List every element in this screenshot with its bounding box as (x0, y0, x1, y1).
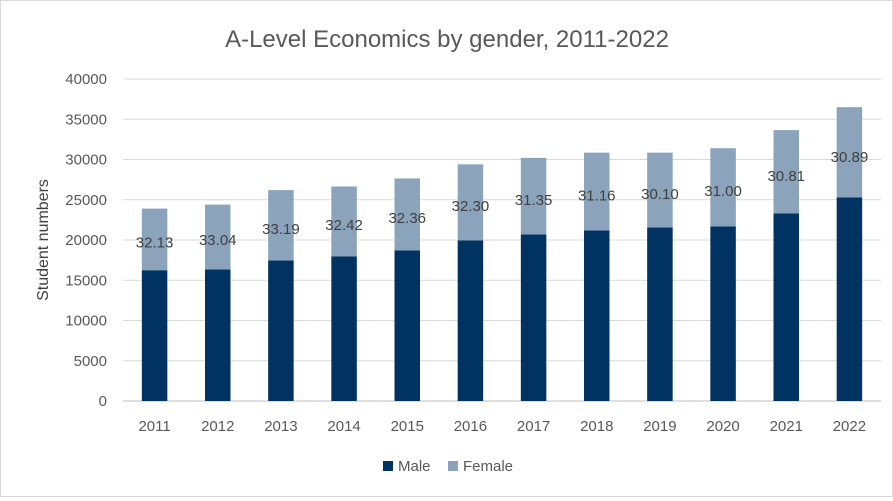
x-tick-label: 2011 (138, 418, 170, 435)
x-tick-label: 2017 (517, 418, 550, 435)
legend-swatch-male (383, 461, 393, 471)
y-tick-label: 5000 (74, 353, 107, 370)
data-label: 31.00 (704, 183, 742, 200)
y-tick-label: 0 (99, 393, 107, 410)
y-tick-label: 40000 (65, 71, 107, 88)
bar-male-2018 (584, 230, 610, 401)
bar-female-2022 (836, 107, 863, 198)
bars (141, 107, 863, 401)
bar-female-2012 (205, 204, 231, 270)
y-tick-label: 20000 (65, 232, 107, 249)
legend-label-male: Male (398, 458, 431, 475)
bar-male-2013 (268, 260, 294, 401)
y-tick-label: 30000 (65, 152, 107, 169)
y-tick-label: 35000 (65, 111, 107, 128)
bar-male-2011 (141, 270, 168, 401)
bar-male-2016 (457, 240, 484, 401)
y-axis-ticks: 0 5000 10000 15000 20000 25000 30000 35000 40000 (65, 71, 107, 410)
legend: Male Female (383, 458, 513, 475)
legend-label-female: Female (463, 458, 513, 475)
x-tick-label: 2020 (706, 418, 739, 435)
bar-male-2019 (647, 227, 673, 401)
data-label: 31.16 (578, 187, 616, 204)
data-labels: 32.13 33.04 33.19 32.42 32.36 32.30 31.35 31.16… (136, 149, 868, 252)
data-label: 33.04 (199, 232, 237, 249)
chart-title: A-Level Economics by gender, 2011-2022 (225, 26, 669, 53)
y-axis-label: Student numbers (35, 179, 52, 301)
bar-female-2017 (520, 157, 547, 235)
bar-female-2020 (710, 148, 736, 227)
x-tick-label: 2021 (770, 418, 803, 435)
bar-female-2021 (773, 130, 799, 214)
bar-female-2011 (141, 208, 168, 271)
data-label: 33.19 (262, 221, 300, 238)
data-label: 32.30 (452, 198, 490, 215)
bar-male-2022 (836, 197, 863, 401)
x-axis-ticks: 2011 2012 2013 2014 2015 2016 2017 2018 2019 2020… (138, 418, 866, 435)
data-label: 30.81 (767, 168, 805, 185)
bar-female-2019 (647, 152, 673, 228)
data-label: 30.89 (831, 149, 869, 166)
x-tick-label: 2013 (264, 418, 297, 435)
bar-male-2021 (773, 213, 799, 401)
bar-female-2014 (331, 186, 357, 257)
x-tick-label: 2019 (643, 418, 676, 435)
x-tick-label: 2016 (454, 418, 487, 435)
bar-male-2014 (331, 256, 357, 401)
gridlines (123, 78, 881, 402)
y-tick-label: 10000 (65, 313, 107, 330)
y-tick-label: 25000 (65, 192, 107, 209)
data-label: 30.10 (641, 186, 679, 203)
x-tick-label: 2015 (391, 418, 424, 435)
x-tick-label: 2022 (833, 418, 866, 435)
data-label: 32.13 (136, 234, 174, 251)
bar-male-2020 (710, 226, 736, 401)
y-tick-label: 15000 (65, 272, 107, 289)
data-label: 32.42 (325, 217, 363, 234)
x-tick-label: 2012 (201, 418, 234, 435)
x-tick-label: 2014 (327, 418, 360, 435)
bar-male-2012 (205, 269, 231, 401)
x-tick-label: 2018 (580, 418, 613, 435)
legend-swatch-female (448, 461, 458, 471)
data-label: 31.35 (515, 192, 553, 209)
bar-female-2018 (584, 152, 610, 231)
bar-male-2017 (520, 234, 547, 401)
bar-male-2015 (394, 250, 420, 401)
bar-female-2013 (268, 190, 294, 261)
bar-female-2016 (457, 164, 484, 241)
data-label: 32.36 (388, 210, 426, 227)
bar-female-2015 (394, 178, 420, 251)
